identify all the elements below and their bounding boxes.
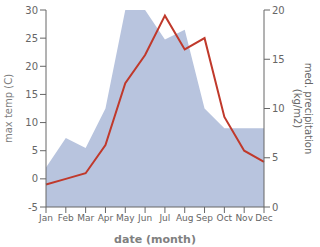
svg-text:0: 0: [272, 202, 278, 213]
svg-text:max temp (C): max temp (C): [8, 74, 14, 143]
svg-text:Feb: Feb: [58, 213, 74, 223]
svg-text:Jul: Jul: [158, 213, 170, 223]
svg-text:10: 10: [272, 103, 285, 114]
svg-text:Jan: Jan: [38, 213, 53, 223]
svg-text:Oct: Oct: [217, 213, 233, 223]
svg-text:5: 5: [32, 145, 38, 156]
svg-text:date (month): date (month): [114, 233, 196, 246]
svg-text:May: May: [116, 213, 135, 223]
svg-text:15: 15: [25, 89, 38, 100]
svg-text:10: 10: [25, 117, 38, 128]
svg-text:20: 20: [272, 5, 285, 16]
svg-text:Apr: Apr: [98, 213, 114, 223]
svg-text:Mar: Mar: [77, 213, 94, 223]
svg-text:15: 15: [272, 54, 285, 65]
svg-text:Sep: Sep: [196, 213, 213, 223]
svg-text:med. precipitation(kg/m2): med. precipitation(kg/m2): [292, 63, 313, 155]
svg-text:Nov: Nov: [235, 213, 253, 223]
svg-text:Aug: Aug: [176, 213, 194, 223]
svg-text:0: 0: [32, 173, 38, 184]
svg-text:5: 5: [272, 152, 278, 163]
svg-text:Jun: Jun: [137, 213, 152, 223]
svg-text:-5: -5: [28, 202, 38, 213]
svg-text:25: 25: [25, 33, 38, 44]
svg-text:20: 20: [25, 61, 38, 72]
svg-text:30: 30: [25, 5, 38, 16]
svg-text:Dec: Dec: [255, 213, 272, 223]
